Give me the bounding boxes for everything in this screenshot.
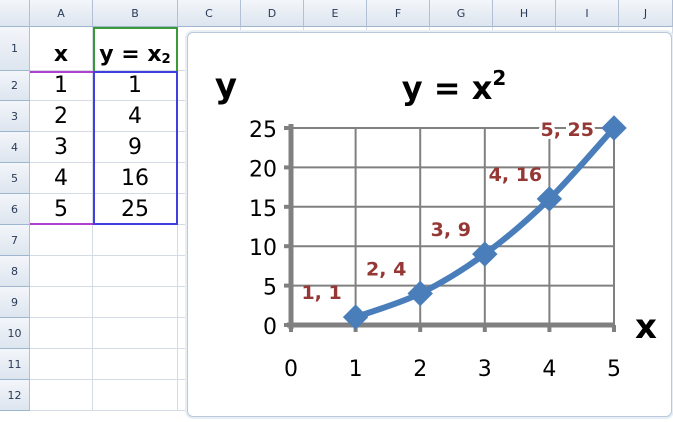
row-header-4[interactable]: 4 [0, 132, 30, 163]
row-header-11[interactable]: 11 [0, 349, 30, 380]
column-header-F[interactable]: F [367, 0, 430, 27]
column-header-I[interactable]: I [556, 0, 619, 27]
cell-A2[interactable]: 1 [30, 71, 93, 101]
row-header-3[interactable]: 3 [0, 101, 30, 132]
data-label: 4, 16 [489, 164, 543, 186]
x-tick-label: 3 [478, 357, 492, 382]
cell-A12[interactable] [30, 380, 93, 411]
column-header-A[interactable]: A [30, 0, 93, 27]
cell-A4[interactable]: 3 [30, 132, 93, 163]
data-point-marker [342, 304, 369, 330]
y-axis-title: y [215, 66, 237, 106]
cell-A8[interactable] [30, 256, 93, 287]
x-tick-label: 2 [413, 357, 427, 382]
column-header-H[interactable]: H [493, 0, 556, 27]
cell-B11[interactable] [93, 349, 178, 380]
cell-A9[interactable] [30, 287, 93, 318]
data-point-marker [601, 115, 627, 141]
column-header-B[interactable]: B [93, 0, 178, 27]
row-header-1[interactable]: 1 [0, 27, 30, 71]
column-header-D[interactable]: D [241, 0, 304, 27]
range-highlight-y [93, 71, 178, 225]
x-tick-label: 4 [542, 357, 556, 382]
cell-A3[interactable]: 2 [30, 101, 93, 132]
cell-B12[interactable] [93, 380, 178, 411]
data-point-marker [407, 280, 433, 307]
row-header-12[interactable]: 12 [0, 380, 30, 411]
cell-A1[interactable]: x [30, 27, 93, 71]
row-header-2[interactable]: 2 [0, 71, 30, 101]
x-tick-label: 5 [607, 357, 621, 382]
column-header-C[interactable]: C [178, 0, 241, 27]
cell-B7[interactable] [93, 225, 178, 256]
column-header-J[interactable]: J [619, 0, 673, 27]
y-tick-label: 25 [249, 118, 277, 143]
row-header-5[interactable]: 5 [0, 163, 30, 194]
header-exponent: 2 [161, 51, 171, 67]
y-tick-label: 10 [249, 236, 277, 261]
data-point-marker [472, 241, 498, 267]
cell-A7[interactable] [30, 225, 93, 256]
data-label: 1, 1 [301, 282, 341, 304]
data-label: 2, 4 [366, 258, 406, 280]
cell-B10[interactable] [93, 318, 178, 349]
data-label: 5, 25 [541, 119, 595, 141]
cell-A11[interactable] [30, 349, 93, 380]
row-header-10[interactable]: 10 [0, 318, 30, 349]
y-tick-label: 0 [263, 315, 277, 340]
column-header-E[interactable]: E [304, 0, 367, 27]
chart-title: y = x2 [402, 66, 507, 107]
range-highlight-x [30, 71, 93, 225]
row-header-6[interactable]: 6 [0, 194, 30, 225]
x-axis-title: x [635, 307, 657, 347]
y-tick-label: 5 [263, 276, 277, 301]
x-tick-label: 1 [349, 357, 363, 382]
y-tick-label: 20 [249, 157, 277, 182]
range-highlight-header [93, 27, 178, 71]
chart-object[interactable]: 0 5 10 15 20 25 0 1 2 3 4 5 1, 1 2, 4 3, 9 4, 16 5, 25 y … [187, 32, 672, 417]
y-tick-label: 15 [249, 197, 277, 222]
row-header-7[interactable]: 7 [0, 225, 30, 256]
data-label: 3, 9 [431, 219, 471, 241]
column-header-G[interactable]: G [430, 0, 493, 27]
cell-B9[interactable] [93, 287, 178, 318]
cell-A10[interactable] [30, 318, 93, 349]
cell-B8[interactable] [93, 256, 178, 287]
select-all-corner[interactable] [0, 0, 30, 27]
row-header-9[interactable]: 9 [0, 287, 30, 318]
cell-A5[interactable]: 4 [30, 163, 93, 194]
header-text: y = x [99, 42, 162, 67]
chart-svg: 0 5 10 15 20 25 0 1 2 3 4 5 1, 1 2, 4 3, 9 4, 16 5, 25 y … [215, 66, 657, 382]
row-header-8[interactable]: 8 [0, 256, 30, 287]
x-tick-label: 0 [284, 357, 298, 382]
